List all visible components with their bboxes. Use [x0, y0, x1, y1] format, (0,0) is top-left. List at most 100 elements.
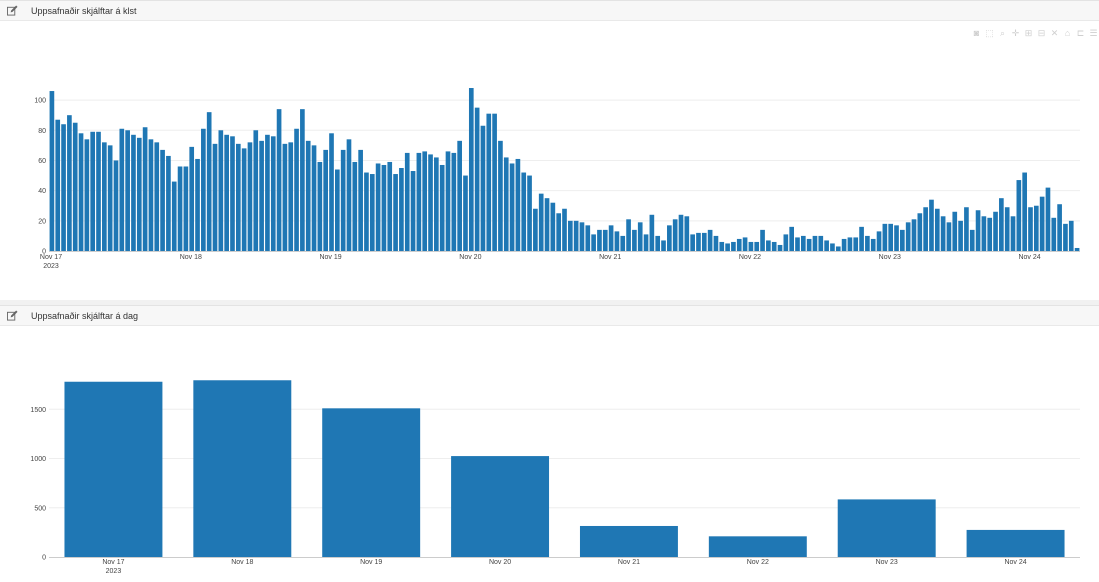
hourly-bar[interactable] — [562, 208, 567, 251]
hourly-bar[interactable] — [218, 130, 224, 251]
hourly-bar[interactable] — [579, 222, 585, 251]
hourly-bar[interactable] — [1063, 223, 1068, 251]
hourly-bar[interactable] — [410, 171, 416, 251]
hourly-bar[interactable] — [282, 143, 288, 251]
hourly-bar[interactable] — [1010, 216, 1016, 251]
hourly-bar[interactable] — [591, 234, 596, 251]
hourly-bar[interactable] — [509, 163, 515, 251]
hourly-bar[interactable] — [439, 164, 445, 251]
hourly-bar[interactable] — [777, 244, 783, 251]
daily-bar[interactable] — [966, 529, 1065, 557]
hourly-bar[interactable] — [375, 163, 381, 251]
hourly-bar[interactable] — [888, 223, 894, 251]
autoscale-icon[interactable]: ✕ — [1050, 28, 1059, 38]
hourly-bar[interactable] — [498, 140, 503, 251]
hourly-bar[interactable] — [131, 134, 136, 251]
hourly-bar[interactable] — [544, 198, 550, 251]
hourly-bar[interactable] — [567, 220, 573, 251]
hourly-bar[interactable] — [533, 208, 538, 251]
hourly-bar[interactable] — [212, 143, 218, 251]
hourly-bar[interactable] — [573, 220, 579, 251]
hourly-bar[interactable] — [649, 214, 655, 251]
hourly-bar[interactable] — [90, 131, 96, 251]
hourly-bar[interactable] — [119, 128, 125, 251]
daily-bar[interactable] — [837, 499, 936, 557]
hourly-bar[interactable] — [754, 241, 760, 251]
hourly-bar[interactable] — [399, 168, 404, 251]
hourly-bar[interactable] — [270, 136, 276, 251]
hourly-bar[interactable] — [701, 232, 707, 251]
hourly-bar[interactable] — [352, 161, 358, 251]
hourly-bar[interactable] — [934, 208, 940, 251]
hourly-bar[interactable] — [929, 199, 934, 251]
hourly-bar[interactable] — [335, 169, 340, 251]
hourly-bar[interactable] — [1028, 207, 1033, 251]
hourly-chart[interactable]: 0 20 40 60 80 100 Nov 17 2023 Nov 18 Nov 19 Nov 20… — [0, 0, 1099, 300]
hourly-bar[interactable] — [632, 229, 637, 251]
hourly-bar[interactable] — [148, 139, 154, 251]
reset-axes-icon[interactable]: ⌂ — [1064, 28, 1071, 38]
hourly-bar[interactable] — [900, 229, 905, 251]
hourly-bar[interactable] — [463, 175, 468, 251]
hourly-bar[interactable] — [235, 143, 241, 251]
hourly-bar[interactable] — [876, 231, 882, 251]
hourly-bar[interactable] — [160, 149, 165, 251]
hourly-bar[interactable] — [626, 219, 631, 251]
hourly-bar[interactable] — [1045, 187, 1051, 251]
hourly-bar[interactable] — [789, 226, 794, 251]
zoom-in-icon[interactable]: ⊞ — [1024, 28, 1033, 38]
hourly-bar[interactable] — [585, 225, 591, 251]
hourly-bar[interactable] — [276, 109, 282, 252]
hourly-bar[interactable] — [800, 235, 806, 251]
hourly-bar[interactable] — [521, 172, 527, 251]
hourly-bar[interactable] — [684, 216, 690, 251]
hourly-bar[interactable] — [393, 174, 398, 251]
hourly-bar[interactable] — [201, 128, 206, 251]
hourly-bar[interactable] — [311, 145, 317, 251]
hourly-bar[interactable] — [952, 211, 958, 251]
hourly-bar[interactable] — [637, 222, 643, 251]
hourly-bar[interactable] — [911, 219, 917, 251]
hourly-bar[interactable] — [416, 152, 422, 251]
hourly-bar[interactable] — [550, 202, 556, 251]
hourly-bar[interactable] — [1051, 217, 1057, 251]
hourly-bar[interactable] — [940, 216, 946, 251]
hourly-bar[interactable] — [387, 161, 393, 251]
hourly-bar[interactable] — [206, 112, 212, 251]
hourly-bar[interactable] — [1074, 247, 1080, 251]
hourly-bar[interactable] — [480, 125, 486, 251]
hourly-bar[interactable] — [1039, 196, 1045, 251]
hourly-bar[interactable] — [515, 158, 521, 251]
edit-icon[interactable] — [7, 310, 18, 321]
hourly-bar[interactable] — [317, 161, 323, 251]
hourly-bar[interactable] — [667, 225, 672, 251]
hourly-bar[interactable] — [183, 166, 189, 251]
hourly-bar[interactable] — [61, 124, 66, 251]
hourly-bar[interactable] — [369, 174, 375, 251]
hourly-bar[interactable] — [946, 222, 952, 251]
hourly-bar[interactable] — [958, 220, 963, 251]
hourly-bar[interactable] — [841, 238, 847, 251]
daily-bar[interactable] — [451, 456, 550, 557]
hourly-bar[interactable] — [503, 157, 509, 251]
hourly-bar[interactable] — [987, 217, 993, 251]
hourly-bar[interactable] — [806, 238, 812, 251]
hourly-bar[interactable] — [96, 131, 101, 251]
hourly-bar[interactable] — [556, 213, 562, 251]
hourly-bar[interactable] — [177, 166, 183, 251]
hourly-bar[interactable] — [760, 229, 765, 251]
hourly-bar[interactable] — [288, 142, 294, 251]
hourly-bar[interactable] — [655, 235, 661, 251]
hourly-bar[interactable] — [742, 237, 748, 251]
hourly-bar[interactable] — [125, 130, 130, 251]
hourly-bar[interactable] — [969, 229, 975, 251]
hourly-bar[interactable] — [445, 151, 451, 251]
hourly-bar[interactable] — [1068, 220, 1074, 251]
hourly-bar[interactable] — [748, 241, 754, 251]
hourly-bar[interactable] — [358, 149, 363, 251]
hourly-bar[interactable] — [818, 235, 824, 251]
hourly-bar[interactable] — [731, 241, 736, 251]
hourly-bar[interactable] — [923, 207, 928, 251]
hourly-bar[interactable] — [340, 149, 346, 251]
hourly-bar[interactable] — [107, 145, 113, 251]
